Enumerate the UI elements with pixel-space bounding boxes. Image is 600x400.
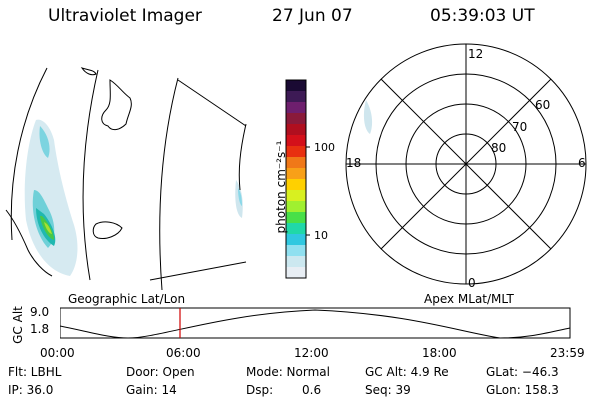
colorbar-cell: [286, 201, 306, 213]
colorbar-cell: [286, 102, 306, 114]
xtick-2359: 23:59: [550, 346, 585, 360]
xtick-1800: 18:00: [422, 346, 457, 360]
colorbar-cell: [286, 113, 306, 125]
info-gain: Gain: 14: [126, 383, 177, 397]
info-ip: IP: 36.0: [8, 383, 54, 397]
colorbar-cell: [286, 157, 306, 169]
info-dsp-label: Dsp:: [246, 383, 274, 397]
colorbar-tick-100: 100: [314, 141, 335, 154]
map-projection-label: Geographic Lat/Lon: [68, 292, 186, 306]
colorbar-unit-label: photon cm⁻²s⁻¹: [274, 140, 288, 234]
colorbar-cell: [286, 256, 306, 268]
altitude-axis-label: GC Alt: [11, 306, 25, 344]
colorbar-cell: [286, 245, 306, 257]
time-label: 05:39:03 UT: [430, 6, 535, 26]
colorbar: [285, 79, 310, 279]
polar-plot: [345, 43, 587, 285]
coastlines: [5, 67, 132, 277]
info-door: Door: Open: [126, 365, 195, 379]
colorbar-cell: [286, 267, 306, 279]
xtick-0600: 06:00: [166, 346, 201, 360]
xtick-1200: 12:00: [294, 346, 329, 360]
lat-label-70: 70: [512, 120, 528, 134]
altitude-ytick-top: 9.0: [30, 305, 50, 319]
app-title: Ultraviolet Imager: [48, 6, 202, 26]
polar-emission: [363, 100, 373, 134]
mlt-label-0: 0: [468, 276, 476, 290]
polar-grid: [345, 43, 587, 285]
colorbar-cell: [286, 190, 306, 202]
geographic-map: [5, 67, 247, 290]
colorbar-cell: [286, 168, 306, 180]
info-dsp-value: 0.6: [302, 383, 322, 397]
colorbar-cell: [286, 91, 306, 103]
polar-projection-label: Apex MLat/MLT: [424, 292, 514, 306]
info-mode: Mode: Normal: [246, 365, 330, 379]
info-gc-alt: GC Alt: 4.9 Re: [365, 365, 449, 379]
info-seq: Seq: 39: [365, 383, 411, 397]
mlt-label-6: 6: [578, 156, 586, 170]
mlt-label-12: 12: [468, 47, 484, 61]
colorbar-cell: [286, 80, 306, 92]
mlt-label-18: 18: [346, 156, 362, 170]
altitude-ytick-bottom: 1.8: [30, 322, 50, 336]
colorbar-cell: [286, 212, 306, 224]
colorbar-cell: [286, 135, 306, 147]
altitude-timeline: [60, 307, 571, 339]
colorbar-cell: [286, 223, 306, 235]
info-glon: GLon: 158.3: [486, 383, 559, 397]
lat-label-80: 80: [491, 141, 507, 155]
uv-emission: [24, 119, 243, 276]
colorbar-cell: [286, 234, 306, 246]
colorbar-cell: [286, 124, 306, 136]
colorbar-cell: [286, 146, 306, 158]
date-label: 27 Jun 07: [272, 6, 353, 26]
info-glat: GLat: −46.3: [486, 365, 559, 379]
lat-label-60: 60: [535, 98, 551, 112]
altitude-curve: [60, 309, 571, 339]
xtick-0000: 00:00: [40, 346, 75, 360]
map-gridlines: [10, 67, 247, 290]
colorbar-tick-10: 10: [314, 229, 328, 242]
colorbar-cell: [286, 179, 306, 191]
info-flt: Flt: LBHL: [8, 365, 62, 379]
